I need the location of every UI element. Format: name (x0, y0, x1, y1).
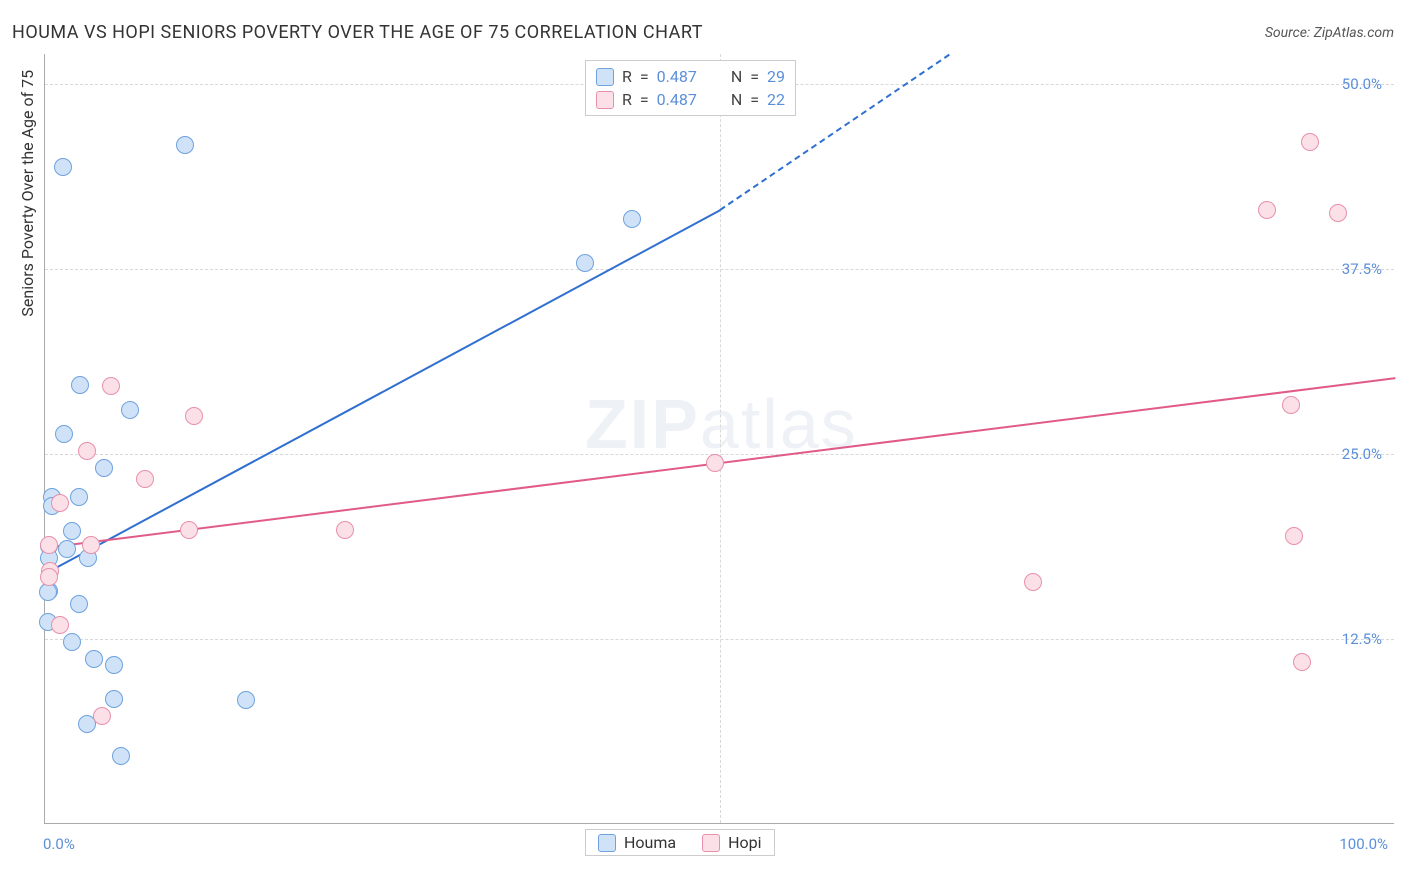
data-point (1285, 527, 1303, 545)
data-point (180, 521, 198, 539)
data-point (51, 616, 69, 634)
data-point (54, 158, 72, 176)
data-point (1282, 396, 1300, 414)
data-point (40, 568, 58, 586)
watermark: ZIPatlas (585, 384, 858, 464)
equals: = (750, 67, 759, 86)
n-label: N (731, 67, 742, 86)
series-legend: Houma Hopi (585, 829, 775, 856)
data-point (70, 488, 88, 506)
legend-swatch (596, 91, 614, 109)
chart-plot-area: ZIPatlas 12.5%25.0%37.5%50.0%0.0%100.0%R… (44, 54, 1394, 824)
data-point (1329, 204, 1347, 222)
data-point (95, 459, 113, 477)
data-point (112, 747, 130, 765)
legend-swatch (596, 68, 614, 86)
data-point (63, 522, 81, 540)
y-tick-label: 25.0% (1342, 445, 1382, 463)
data-point (237, 691, 255, 709)
data-point (70, 595, 88, 613)
y-tick-label: 37.5% (1342, 260, 1382, 278)
y-tick-label: 50.0% (1342, 75, 1382, 93)
data-point (706, 454, 724, 472)
data-point (136, 470, 154, 488)
data-point (82, 536, 100, 554)
data-point (55, 425, 73, 443)
data-point (121, 401, 139, 419)
data-point (105, 690, 123, 708)
data-point (85, 650, 103, 668)
r-value: 0.487 (657, 90, 697, 109)
data-point (176, 136, 194, 154)
trend-line (51, 210, 720, 572)
n-value: 29 (767, 67, 785, 86)
x-gridline (720, 54, 721, 823)
data-point (1301, 133, 1319, 151)
title-bar: HOUMA VS HOPI SENIORS POVERTY OVER THE A… (12, 22, 1394, 43)
x-tick-label: 100.0% (1339, 835, 1388, 853)
correlation-legend: R = 0.487 N = 29 R = 0.487 N = 22 (585, 60, 796, 116)
legend-entry: Houma (598, 833, 676, 852)
r-value: 0.487 (657, 67, 697, 86)
equals: = (640, 90, 649, 109)
y-axis-title: Seniors Poverty Over the Age of 75 (18, 70, 37, 317)
legend-swatch (702, 834, 720, 852)
legend-row: R = 0.487 N = 22 (596, 88, 785, 111)
legend-row: R = 0.487 N = 29 (596, 65, 785, 88)
data-point (102, 377, 120, 395)
data-point (1024, 573, 1042, 591)
source-label: Source: ZipAtlas.com (1265, 25, 1394, 41)
n-value: 22 (767, 90, 785, 109)
data-point (51, 494, 69, 512)
data-point (1258, 201, 1276, 219)
data-point (336, 521, 354, 539)
data-point (576, 254, 594, 272)
y-tick-label: 12.5% (1342, 630, 1382, 648)
data-point (40, 536, 58, 554)
legend-swatch (598, 834, 616, 852)
legend-label: Houma (624, 833, 676, 852)
equals: = (640, 67, 649, 86)
legend-entry: Hopi (702, 833, 761, 852)
data-point (63, 633, 81, 651)
equals: = (750, 90, 759, 109)
legend-label: Hopi (728, 833, 761, 852)
n-label: N (731, 90, 742, 109)
data-point (1293, 653, 1311, 671)
r-label: R (622, 67, 632, 86)
data-point (58, 540, 76, 558)
r-label: R (622, 90, 632, 109)
data-point (185, 407, 203, 425)
x-tick-label: 0.0% (43, 835, 75, 853)
data-point (71, 376, 89, 394)
data-point (105, 656, 123, 674)
data-point (623, 210, 641, 228)
data-point (78, 442, 96, 460)
data-point (93, 707, 111, 725)
chart-title: HOUMA VS HOPI SENIORS POVERTY OVER THE A… (12, 22, 703, 43)
